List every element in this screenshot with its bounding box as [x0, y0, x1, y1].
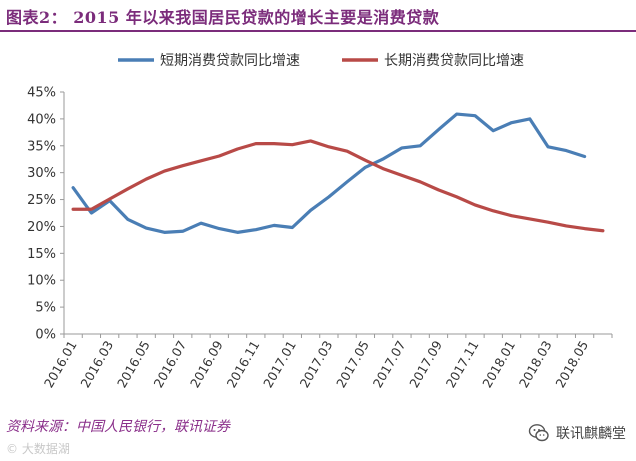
y-tick-label: 15% [27, 247, 56, 262]
y-tick-label: 30% [27, 166, 56, 181]
y-tick-label: 45% [27, 86, 56, 101]
y-tick-label: 40% [27, 112, 56, 127]
x-tick-label: 2016.09 [187, 338, 226, 390]
y-tick-label: 0% [35, 328, 56, 343]
wechat-icon [528, 424, 549, 442]
x-tick-label: 2016.05 [114, 338, 153, 390]
x-tick-label: 2018.05 [552, 338, 591, 390]
short-term-series-line [71, 112, 587, 234]
x-tick-label: 2017.11 [443, 338, 482, 390]
x-tick-label: 2018.01 [479, 338, 518, 390]
source-note: 资料来源：中国人民银行，联讯证券 [6, 419, 230, 435]
x-tick-label: 2016.07 [150, 338, 189, 390]
legend-label-long: 长期消费贷款同比增速 [384, 53, 524, 69]
x-tick-label: 2017.03 [297, 338, 336, 390]
y-tick-label: 10% [27, 274, 56, 289]
x-tick-label: 2017.09 [406, 338, 445, 390]
brand-badge: 联讯麒麟堂 [528, 422, 626, 444]
watermark-text: © 大数据湖 [6, 442, 70, 456]
y-tick-label: 5% [35, 301, 56, 316]
long-term-series-line [71, 139, 605, 233]
x-tick-label: 2018.03 [516, 338, 555, 390]
x-tick-label: 2016.03 [77, 338, 116, 390]
title-underline [0, 30, 636, 32]
y-tick-label: 25% [27, 193, 56, 208]
x-tick-label: 2016.11 [224, 338, 263, 390]
chart-title: 图表2： 2015 年以来我国居民贷款的增长主要是消费贷款 [6, 8, 440, 27]
x-tick-label: 2016.01 [41, 338, 80, 390]
x-tick-label: 2017.07 [370, 338, 409, 390]
x-tick-label: 2017.05 [333, 338, 372, 390]
y-tick-label: 20% [27, 220, 56, 235]
brand-name: 联讯麒麟堂 [556, 426, 626, 442]
y-tick-label: 35% [27, 139, 56, 154]
x-tick-label: 2017.01 [260, 338, 299, 390]
legend-label-short: 短期消费贷款同比增速 [160, 53, 300, 69]
